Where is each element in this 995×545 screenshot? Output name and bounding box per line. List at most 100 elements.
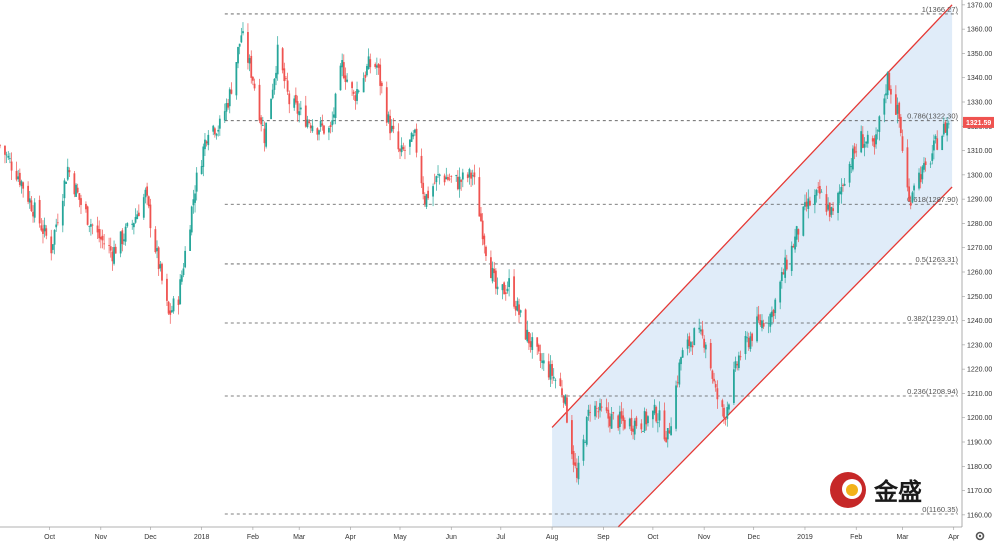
candle-body-260 (600, 406, 603, 408)
candle-body-316 (732, 369, 735, 404)
candle-body-141 (328, 127, 330, 133)
candle-body-200 (461, 172, 464, 180)
candle-body-116 (270, 98, 272, 120)
y-tick-label-11: 1270.00 (967, 245, 992, 252)
candle-body-137 (318, 130, 320, 135)
candle-body-344 (795, 226, 798, 240)
candle-body-6 (15, 170, 18, 180)
candle-body-147 (341, 60, 344, 68)
candle-body-246 (571, 420, 573, 455)
y-tick-label-1: 1170.00 (967, 488, 992, 495)
x-tick-label-7: May (393, 534, 407, 541)
candle-body-264 (610, 413, 613, 429)
candle-body-373 (863, 144, 866, 148)
candle-body-375 (866, 134, 869, 144)
candle-body-73 (169, 310, 172, 315)
candle-body-148 (342, 62, 345, 78)
candle-body-345 (797, 229, 800, 235)
candle-body-378 (875, 134, 877, 145)
candle-body-405 (936, 138, 939, 150)
candle-body-279 (645, 411, 648, 425)
candle-body-86 (200, 165, 203, 175)
candle-body-328 (759, 320, 762, 326)
candle-body-206 (478, 177, 481, 217)
candle-body-304 (703, 338, 706, 348)
candle-body-28 (65, 182, 68, 184)
candle-body-198 (458, 176, 461, 190)
candle-body-193 (447, 176, 449, 180)
candle-body-259 (599, 403, 601, 411)
gear-icon[interactable] (975, 531, 985, 541)
candle-body-184 (425, 194, 428, 207)
candle-body-327 (757, 314, 760, 321)
candle-body-282 (653, 404, 656, 414)
candle-body-175 (404, 149, 406, 151)
candle-body-70 (161, 263, 163, 281)
candle-body-78 (180, 275, 183, 282)
candle-body-306 (709, 342, 712, 369)
candle-body-252 (584, 442, 587, 443)
candle-body-402 (931, 153, 934, 161)
candle-body-226 (524, 309, 527, 340)
candle-body-123 (285, 78, 287, 80)
candle-body-295 (681, 350, 684, 358)
candle-body-266 (617, 415, 620, 429)
candle-body-228 (528, 331, 530, 344)
candle-body-126 (293, 98, 296, 108)
candle-body-406 (941, 135, 944, 151)
candle-body-163 (377, 63, 380, 68)
candle-body-110 (253, 83, 256, 89)
candle-body-111 (258, 84, 261, 121)
candle-body-159 (367, 56, 370, 70)
candle-body-177 (410, 132, 413, 142)
candle-body-239 (552, 376, 555, 379)
candle-body-195 (450, 176, 453, 177)
candle-body-235 (542, 360, 545, 364)
candle-body-366 (848, 163, 851, 183)
candle-body-100 (230, 89, 233, 94)
candle-body-290 (670, 426, 672, 436)
candle-body-135 (311, 125, 314, 132)
candle-body-203 (470, 172, 472, 179)
candle-body-261 (605, 407, 608, 411)
candle-body-96 (223, 111, 226, 121)
candle-body-92 (213, 128, 216, 135)
candle-body-24 (55, 224, 58, 228)
last-price-tag (963, 116, 994, 128)
candle-body-75 (172, 298, 175, 312)
candle-body-43 (99, 236, 102, 240)
candle-body-67 (156, 248, 158, 252)
candle-body-47 (109, 246, 112, 251)
y-tick-label-19: 1350.00 (967, 51, 992, 58)
candle-body-15 (33, 202, 36, 218)
candle-body-201 (466, 174, 469, 179)
candle-body-353 (817, 187, 820, 189)
x-tick-label-4: Feb (247, 534, 259, 541)
candle-body-199 (460, 179, 463, 182)
candle-body-99 (228, 89, 231, 107)
candle-body-173 (400, 145, 403, 153)
candle-body-403 (933, 140, 935, 151)
candle-body-236 (547, 361, 550, 378)
candle-body-278 (643, 411, 646, 431)
candle-body-19 (43, 224, 46, 232)
candle-body-85 (195, 172, 198, 192)
x-tick-label-13: Nov (698, 534, 711, 541)
candle-body-232 (537, 344, 540, 352)
y-tick-label-5: 1210.00 (967, 391, 992, 398)
candle-body-340 (785, 259, 788, 270)
candle-body-273 (632, 428, 634, 432)
candle-body-187 (433, 182, 436, 184)
x-tick-label-0: Oct (44, 534, 55, 541)
candle-body-197 (456, 176, 459, 190)
x-tick-label-5: Mar (293, 534, 306, 541)
candle-body-241 (559, 378, 562, 387)
candle-body-49 (113, 247, 115, 264)
candle-body-326 (756, 316, 758, 342)
candle-body-320 (739, 356, 742, 358)
candle-body-277 (642, 431, 644, 432)
watermark-text: 金盛 (873, 478, 922, 506)
candle-body-76 (177, 299, 180, 306)
candle-body-379 (876, 130, 879, 132)
